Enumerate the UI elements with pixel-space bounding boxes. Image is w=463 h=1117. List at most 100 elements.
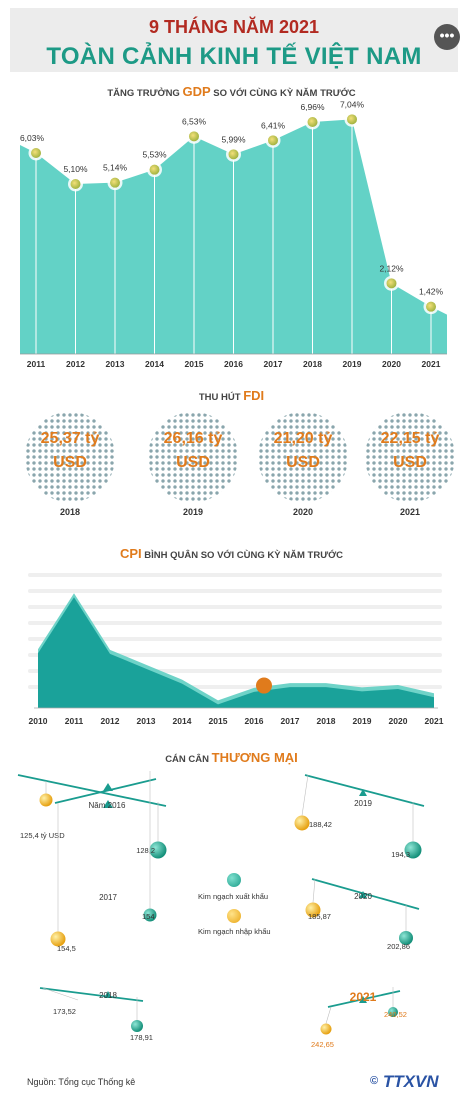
fdi-year: 2018 <box>59 507 81 517</box>
balance-year-label: 2017 <box>99 893 117 902</box>
balance-beam <box>311 878 420 910</box>
cpi-chart: 2010 2011 2012 2013 2014 2015 2016 2017 2018 2019… <box>28 573 444 726</box>
fdi-dot-sphere <box>148 412 238 502</box>
balance-year-label: 2019 <box>354 799 372 808</box>
fdi-value: 22,15 tỷ <box>380 430 440 447</box>
fdi-unit: USD <box>53 454 87 471</box>
gdp-data-label: 5,10% <box>63 164 88 174</box>
gdp-x-tick: 2015 <box>185 359 204 369</box>
cpi-x-tick: 2019 <box>353 716 372 726</box>
balance-year-label: 2020 <box>354 892 372 901</box>
balance-beam <box>17 774 167 807</box>
gdp-data-label: 1,42% <box>419 287 444 297</box>
cpi-x-tick: 2021 <box>425 716 444 726</box>
balance-pivot <box>359 789 367 796</box>
balance-pivot <box>104 991 112 998</box>
gdp-data-label: 6,41% <box>261 120 286 130</box>
export-value-label: 154 <box>142 912 155 921</box>
ttxvn-logo: © TTXVN <box>370 1072 439 1092</box>
legend-export-label: Kim ngạch xuất khẩu <box>198 892 269 901</box>
gdp-title-pre: TĂNG TRƯỞNG <box>107 88 180 99</box>
balance-beam <box>304 774 425 807</box>
gdp-title-highlight: GDP <box>182 84 211 99</box>
gdp-data-label: 5,99% <box>221 134 246 144</box>
cpi-x-tick: 2011 <box>65 716 84 726</box>
legend-import-label: Kim ngạch nhập khẩu <box>198 927 271 936</box>
copyright-mark: © <box>370 1075 379 1087</box>
export-ball <box>149 841 167 859</box>
gdp-point <box>149 164 160 175</box>
balance-year-label: 2018 <box>99 991 117 1000</box>
trade-section-title: CÁN CÂN THƯƠNG MẠI <box>0 750 463 765</box>
cpi-x-tick: 2017 <box>281 716 300 726</box>
gdp-point <box>31 148 41 158</box>
import-legend-icon <box>227 909 241 923</box>
balance-beam <box>39 987 144 1002</box>
import-value-label: 185,87 <box>308 912 331 921</box>
gdp-data-label: 5,53% <box>142 150 167 160</box>
trade-title-highlight: THƯƠNG MẠI <box>211 750 298 765</box>
cpi-x-tick: 2014 <box>173 716 192 726</box>
export-legend-icon <box>227 873 241 887</box>
cpi-highlight-marker <box>256 677 272 694</box>
gdp-point <box>228 149 239 160</box>
import-ball <box>320 1023 332 1035</box>
gdp-point <box>307 117 318 127</box>
balance-year-label: 2021 <box>350 990 377 1004</box>
export-value-label: 128,2 <box>136 846 155 855</box>
cpi-x-tick: 2013 <box>137 716 156 726</box>
fdi-unit: USD <box>176 454 210 471</box>
gdp-data-label: 6,53% <box>182 116 207 126</box>
fdi-year: 2021 <box>399 507 421 517</box>
fdi-item: 22,15 tỷ USD 2021 <box>360 412 460 522</box>
balance-pivot <box>359 891 367 898</box>
fdi-item: 21,20 tỷ USD 2020 <box>253 412 353 522</box>
cpi-x-tick: 2015 <box>209 716 228 726</box>
import-ball <box>294 815 310 831</box>
fdi-dot-sphere <box>365 412 455 502</box>
gdp-data-label: 5,14% <box>103 163 128 173</box>
export-ball <box>131 1020 143 1032</box>
fdi-year: 2019 <box>182 507 204 517</box>
fdi-dot-sphere <box>25 412 115 502</box>
fdi-dot-sphere <box>258 412 348 502</box>
import-value-label: 154,5 <box>57 944 76 953</box>
gdp-x-tick: 2016 <box>224 359 243 369</box>
gdp-title-post: SO VỚI CÙNG KỲ NĂM TRƯỚC <box>213 88 356 99</box>
cpi-x-tick: 2010 <box>29 716 48 726</box>
cpi-x-tick: 2016 <box>245 716 264 726</box>
balance-pivot <box>103 800 113 808</box>
gdp-x-tick: 2020 <box>382 359 401 369</box>
gdp-x-tick: 2019 <box>343 359 362 369</box>
gdp-x-tick: 2018 <box>303 359 322 369</box>
gdp-x-tick: 2014 <box>145 359 164 369</box>
header: 9 THÁNG NĂM 2021 TOÀN CẢNH KINH TẾ VIỆT … <box>10 8 460 72</box>
export-ball <box>399 931 413 945</box>
more-dots-icon[interactable]: ••• <box>434 24 460 50</box>
gdp-data-label: 6,96% <box>300 102 325 112</box>
source-note: Nguồn: Tổng cục Thống kê <box>27 1077 136 1087</box>
balance-pivot <box>359 996 367 1003</box>
export-value-label: 240,52 <box>384 1010 407 1019</box>
fdi-title-highlight: FDI <box>243 388 265 403</box>
import-string <box>325 1006 332 1024</box>
import-ball <box>305 902 321 918</box>
fdi-value: 26,16 tỷ <box>163 430 223 447</box>
fdi-value: 25,37 tỷ <box>40 430 100 447</box>
gdp-data-label: 6,03% <box>20 133 45 143</box>
fdi-item: 26,16 tỷ USD 2019 <box>143 412 243 522</box>
export-value-label: 194,3 <box>391 850 410 859</box>
cpi-title-post: BÌNH QUÂN SO VỚI CÙNG KỲ NĂM TRƯỚC <box>144 550 344 561</box>
gdp-section-title: TĂNG TRƯỞNG GDP SO VỚI CÙNG KỲ NĂM TRƯỚC <box>0 84 463 99</box>
fdi-year: 2020 <box>292 507 314 517</box>
fdi-section-title: THU HÚT FDI <box>0 388 463 403</box>
export-ball <box>404 841 422 859</box>
title-line-2: TOÀN CẢNH KINH TẾ VIỆT NAM <box>46 43 422 70</box>
trade-title-pre: CÁN CÂN <box>165 754 209 765</box>
gdp-point <box>347 114 357 125</box>
logo-text: TTXVN <box>382 1072 439 1091</box>
import-string <box>42 987 79 1001</box>
cpi-x-tick: 2018 <box>317 716 336 726</box>
export-value-label: 202,86 <box>387 942 410 951</box>
cpi-x-tick: 2020 <box>389 716 408 726</box>
